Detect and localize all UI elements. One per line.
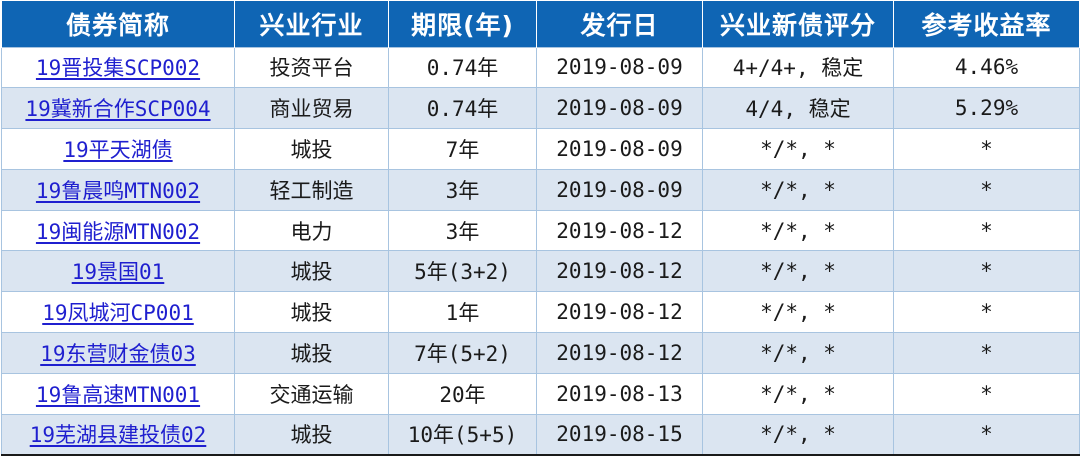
term-cell: 10年(5+5) xyxy=(388,413,537,456)
term-cell: 7年(5+2) xyxy=(388,332,537,374)
bond-name-cell: 19冀新合作SCP004 xyxy=(1,87,235,130)
bond-name-link[interactable]: 19平天湖债 xyxy=(63,137,173,162)
table-row: 19凤城河CP001 城投 1年 2019-08-12 */*, * * xyxy=(1,291,1080,334)
score-cell: */*, * xyxy=(702,128,894,170)
score-cell: */*, * xyxy=(702,291,894,334)
bond-name-cell: 19鲁晨鸣MTN002 xyxy=(1,168,235,211)
term-cell: 0.74年 xyxy=(388,46,537,89)
bond-name-cell: 19景国01 xyxy=(1,250,235,293)
industry-cell: 轻工制造 xyxy=(234,168,389,211)
table-row: 19景国01 城投 5年(3+2) 2019-08-12 */*, * * xyxy=(1,250,1080,293)
industry-cell: 投资平台 xyxy=(234,46,389,89)
issue-date-cell: 2019-08-09 xyxy=(536,87,703,130)
yield-cell: * xyxy=(893,250,1080,293)
score-cell: */*, * xyxy=(702,250,894,293)
bond-name-cell: 19凤城河CP001 xyxy=(1,291,235,334)
industry-cell: 城投 xyxy=(234,250,389,293)
term-cell: 7年 xyxy=(388,128,537,170)
industry-cell: 电力 xyxy=(234,209,389,252)
bond-name-cell: 19鲁高速MTN001 xyxy=(1,372,235,415)
yield-cell: * xyxy=(893,209,1080,252)
score-cell: */*, * xyxy=(702,413,894,456)
issue-date-cell: 2019-08-09 xyxy=(536,128,703,170)
issue-date-cell: 2019-08-12 xyxy=(536,209,703,252)
table-row: 19东营财金债03 城投 7年(5+2) 2019-08-12 */*, * * xyxy=(1,332,1080,374)
header-bond-name: 债券简称 xyxy=(1,1,235,47)
industry-cell: 商业贸易 xyxy=(234,87,389,130)
term-cell: 1年 xyxy=(388,291,537,334)
header-term: 期限(年) xyxy=(388,1,537,47)
issue-date-cell: 2019-08-12 xyxy=(536,332,703,374)
term-cell: 20年 xyxy=(388,372,537,415)
yield-cell: 4.46% xyxy=(893,46,1080,89)
term-cell: 0.74年 xyxy=(388,87,537,130)
yield-cell: * xyxy=(893,372,1080,415)
bond-name-cell: 19东营财金债03 xyxy=(1,332,235,374)
bond-name-link[interactable]: 19鲁高速MTN001 xyxy=(35,382,201,407)
table-row: 19鲁高速MTN001 交通运输 20年 2019-08-13 */*, * * xyxy=(1,372,1080,415)
score-cell: */*, * xyxy=(702,372,894,415)
score-cell: */*, * xyxy=(702,168,894,211)
issue-date-cell: 2019-08-13 xyxy=(536,372,703,415)
header-score: 兴业新债评分 xyxy=(702,1,894,47)
score-cell: */*, * xyxy=(702,209,894,252)
bond-name-link[interactable]: 19冀新合作SCP004 xyxy=(25,97,211,122)
table-row: 19平天湖债 城投 7年 2019-08-09 */*, * * xyxy=(1,128,1080,170)
table-row: 19鲁晨鸣MTN002 轻工制造 3年 2019-08-09 */*, * * xyxy=(1,168,1080,211)
bond-name-link[interactable]: 19晋投集SCP002 xyxy=(35,56,201,81)
yield-cell: 5.29% xyxy=(893,87,1080,130)
yield-cell: * xyxy=(893,413,1080,456)
table-header-row: 债券简称 兴业行业 期限(年) 发行日 兴业新债评分 参考收益率 xyxy=(1,1,1080,47)
score-cell: */*, * xyxy=(702,332,894,374)
table-row: 19冀新合作SCP004 商业贸易 0.74年 2019-08-09 4/4, … xyxy=(1,87,1080,130)
bond-name-link[interactable]: 19芜湖县建投债02 xyxy=(29,423,207,448)
bond-name-link[interactable]: 19景国01 xyxy=(71,260,165,285)
issue-date-cell: 2019-08-12 xyxy=(536,250,703,293)
bond-name-link[interactable]: 19凤城河CP001 xyxy=(42,301,194,326)
header-industry: 兴业行业 xyxy=(234,1,389,47)
bond-name-link[interactable]: 19东营财金债03 xyxy=(40,341,196,366)
term-cell: 3年 xyxy=(388,209,537,252)
issue-date-cell: 2019-08-15 xyxy=(536,413,703,456)
bond-name-cell: 19晋投集SCP002 xyxy=(1,46,235,89)
industry-cell: 交通运输 xyxy=(234,372,389,415)
header-issue-date: 发行日 xyxy=(536,1,703,47)
table-row: 19芜湖县建投债02 城投 10年(5+5) 2019-08-15 */*, *… xyxy=(1,413,1080,456)
bond-name-cell: 19平天湖债 xyxy=(1,128,235,170)
yield-cell: * xyxy=(893,291,1080,334)
bond-name-cell: 19闽能源MTN002 xyxy=(1,209,235,252)
score-cell: 4/4, 稳定 xyxy=(702,87,894,130)
bond-name-link[interactable]: 19鲁晨鸣MTN002 xyxy=(35,178,201,203)
industry-cell: 城投 xyxy=(234,291,389,334)
bond-name-cell: 19芜湖县建投债02 xyxy=(1,413,235,456)
industry-cell: 城投 xyxy=(234,128,389,170)
issue-date-cell: 2019-08-12 xyxy=(536,291,703,334)
yield-cell: * xyxy=(893,168,1080,211)
table-row: 19晋投集SCP002 投资平台 0.74年 2019-08-09 4+/4+,… xyxy=(1,46,1080,89)
issue-date-cell: 2019-08-09 xyxy=(536,168,703,211)
issue-date-cell: 2019-08-09 xyxy=(536,46,703,89)
table-row: 19闽能源MTN002 电力 3年 2019-08-12 */*, * * xyxy=(1,209,1080,252)
yield-cell: * xyxy=(893,128,1080,170)
header-yield: 参考收益率 xyxy=(893,1,1080,47)
industry-cell: 城投 xyxy=(234,332,389,374)
yield-cell: * xyxy=(893,332,1080,374)
bond-name-link[interactable]: 19闽能源MTN002 xyxy=(35,219,201,244)
industry-cell: 城投 xyxy=(234,413,389,456)
term-cell: 3年 xyxy=(388,168,537,211)
term-cell: 5年(3+2) xyxy=(388,250,537,293)
score-cell: 4+/4+, 稳定 xyxy=(702,46,894,89)
